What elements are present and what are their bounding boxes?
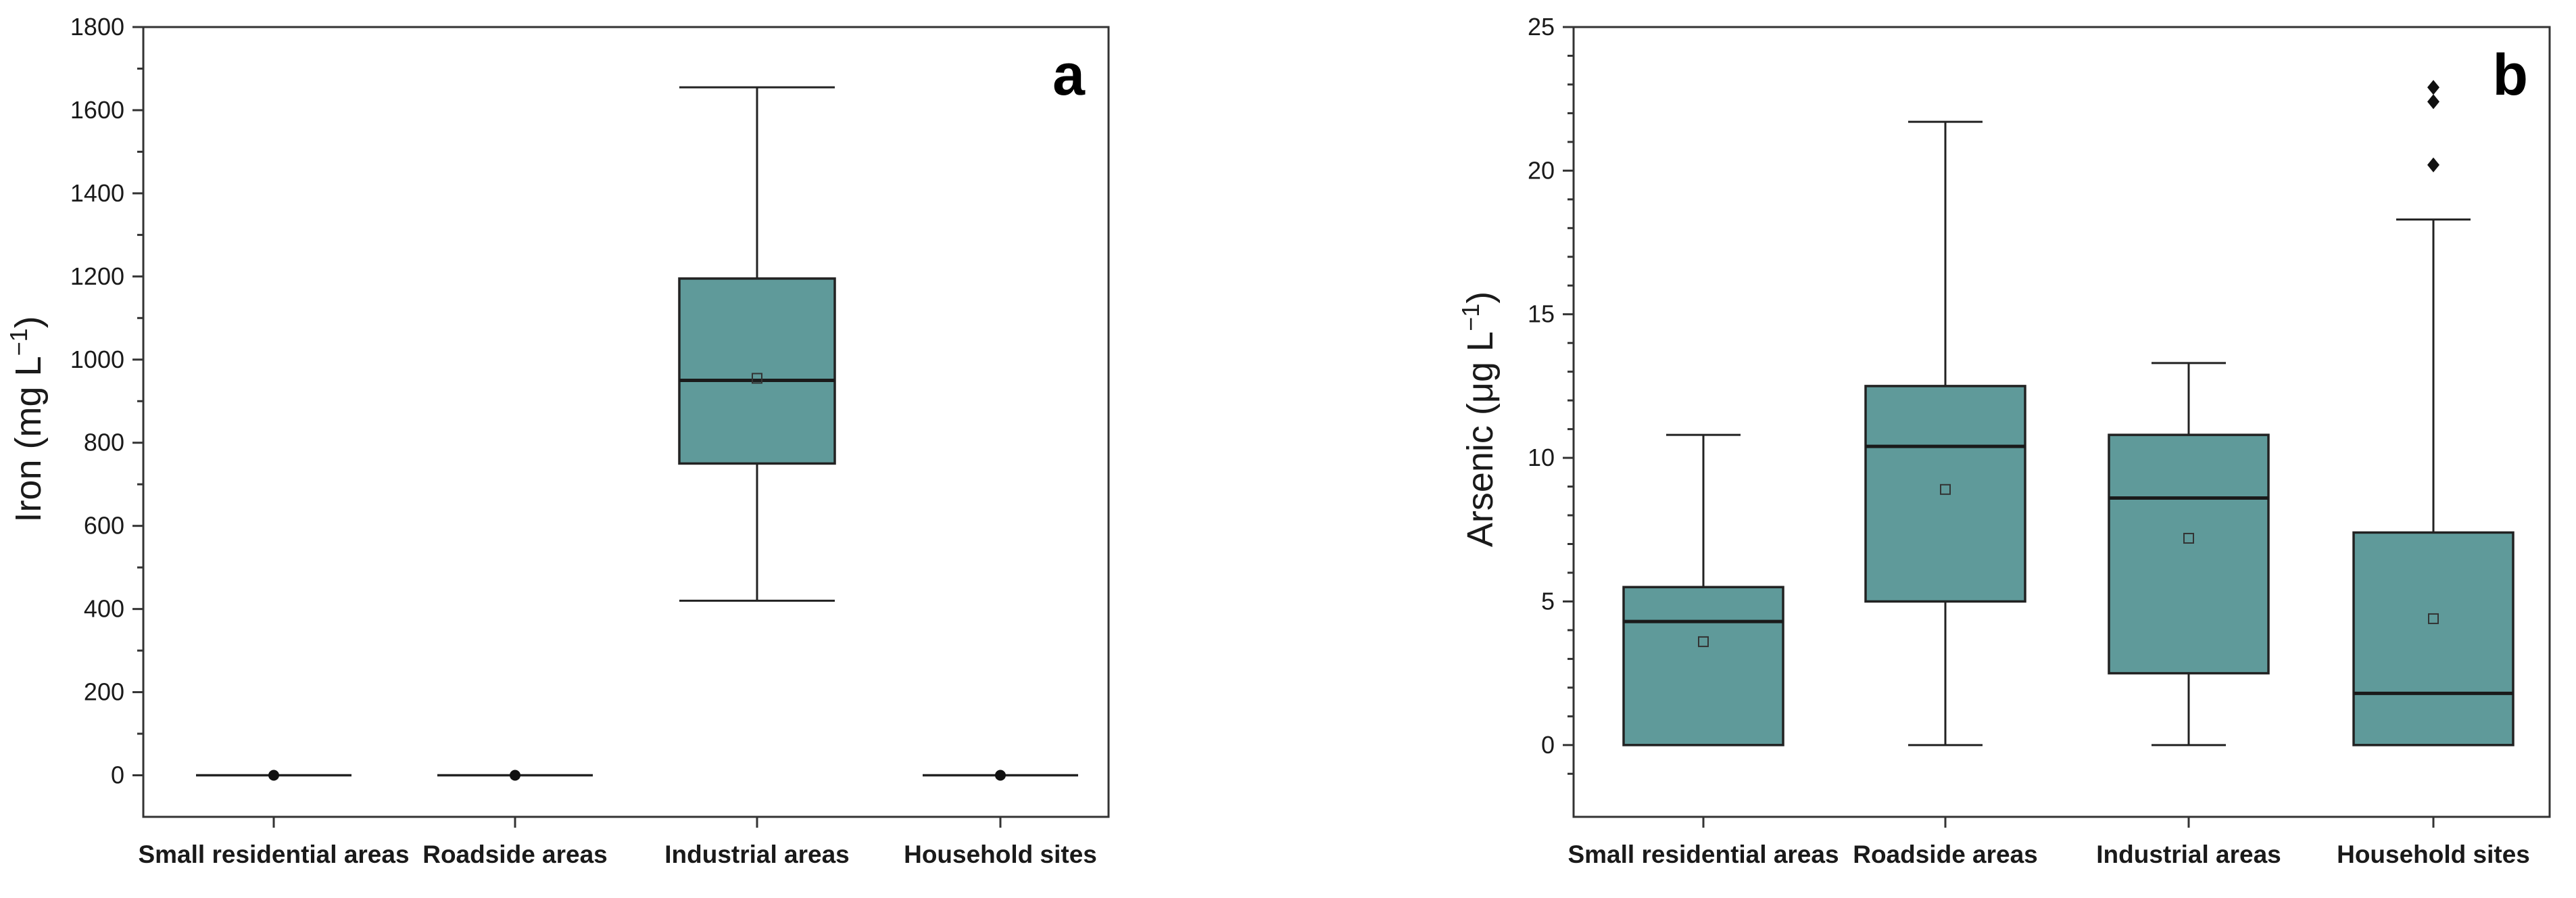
y-tick-label: 1800	[70, 13, 124, 41]
plot-frame	[1572, 26, 2551, 818]
box-mean-marker	[1698, 636, 1709, 647]
panel-label: b	[2492, 43, 2528, 108]
box-mean-marker	[2428, 613, 2439, 624]
y-tick-label: 200	[84, 678, 124, 706]
y-tick-label: 800	[84, 429, 124, 456]
y-tick-label: 600	[84, 512, 124, 540]
y-axis-title: Arsenic (μg L−1)	[1457, 291, 1501, 547]
box-0	[1622, 433, 1784, 747]
box-3	[2352, 80, 2514, 747]
box-mean-marker	[2183, 533, 2194, 544]
box-1	[1864, 120, 2026, 747]
panel-label: a	[1052, 43, 1086, 108]
y-tick-label: 1600	[70, 96, 124, 124]
panel-b-arsenic: 0 5 10 15 20 25 Small residential areas Roadsid…	[1457, 13, 2551, 868]
y-tick-label: 0	[111, 761, 124, 789]
box-2	[678, 86, 836, 602]
y-tick-label: 0	[1541, 731, 1555, 759]
box-iqr	[2352, 531, 2514, 747]
panel-a-iron: 0 200 400 600 800 1000 1200 1400 1600 1800 Small r…	[5, 13, 1110, 868]
x-category-label: Small residential areas	[138, 841, 409, 868]
y-axis-title: Iron (mg L−1)	[5, 316, 49, 522]
box-mean-marker	[1940, 483, 1951, 495]
outlier-point	[2427, 157, 2439, 172]
x-category-label: Industrial areas	[2096, 841, 2281, 868]
box-1	[437, 770, 593, 781]
y-tick-label: 15	[1528, 300, 1555, 328]
box-iqr	[2108, 433, 2270, 675]
box-mean-marker	[268, 770, 279, 781]
y-tick-label: 25	[1528, 13, 1555, 41]
x-category-label: Household sites	[904, 841, 1097, 868]
x-category-label: Small residential areas	[1568, 841, 1839, 868]
plot-frame	[142, 26, 1110, 818]
y-tick-label: 5	[1541, 587, 1555, 615]
outlier-point	[2427, 94, 2439, 110]
y-tick-label: 10	[1528, 444, 1555, 471]
y-tick-label: 1000	[70, 346, 124, 373]
y-tick-label: 400	[84, 595, 124, 623]
outlier-point	[2427, 80, 2439, 95]
box-3	[923, 770, 1078, 781]
x-category-label: Roadside areas	[422, 841, 608, 868]
box-0	[196, 770, 351, 781]
y-tick-label: 20	[1528, 156, 1555, 184]
box-iqr	[1622, 586, 1784, 747]
x-category-label: Industrial areas	[664, 841, 850, 868]
y-tick-label: 1400	[70, 179, 124, 207]
box-iqr	[678, 277, 836, 465]
box-2	[2108, 362, 2270, 747]
x-category-label: Household sites	[2337, 841, 2530, 868]
x-category-label: Roadside areas	[1853, 841, 2038, 868]
box-mean-marker	[510, 770, 520, 781]
box-mean-marker	[752, 373, 762, 384]
y-tick-label: 1200	[70, 262, 124, 290]
box-mean-marker	[995, 770, 1006, 781]
